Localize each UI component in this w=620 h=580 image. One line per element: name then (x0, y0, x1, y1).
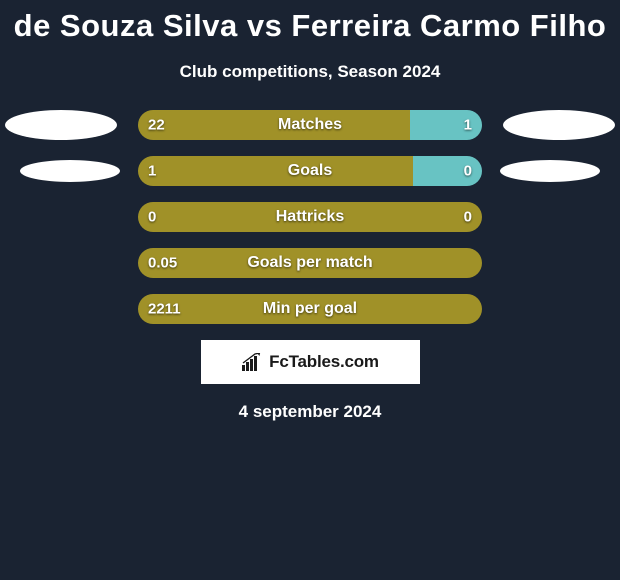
stats-area: Matches221 Goals10 Hattricks00 Goals per ma… (0, 110, 620, 324)
bar-right (410, 110, 482, 140)
comparison-card: de Souza Silva vs Ferreira Carmo Filho C… (0, 0, 620, 422)
player-marker-left (20, 160, 120, 182)
chart-icon (241, 353, 263, 371)
stat-row: Goals per match0.05 (0, 248, 620, 278)
stat-bar: Min per goal2211 (138, 294, 482, 324)
brand-label: FcTables.com (269, 352, 379, 372)
bar-left (138, 110, 410, 140)
stat-bar: Hattricks00 (138, 202, 482, 232)
player-marker-right (500, 160, 600, 182)
brand-box[interactable]: FcTables.com (201, 340, 420, 384)
bar-left (138, 248, 482, 278)
subtitle: Club competitions, Season 2024 (0, 62, 620, 82)
stat-row: Goals10 (0, 156, 620, 186)
player-marker-right (503, 110, 615, 140)
stat-bar: Matches221 (138, 110, 482, 140)
player-marker-left (5, 110, 117, 140)
stat-bar: Goals10 (138, 156, 482, 186)
stat-row: Matches221 (0, 110, 620, 140)
stat-row: Hattricks00 (0, 202, 620, 232)
bar-left (138, 156, 413, 186)
stat-bar: Goals per match0.05 (138, 248, 482, 278)
page-title: de Souza Silva vs Ferreira Carmo Filho (0, 8, 620, 44)
bar-left (138, 294, 482, 324)
bar-right (413, 156, 482, 186)
date-label: 4 september 2024 (0, 402, 620, 422)
bar-left (138, 202, 482, 232)
stat-row: Min per goal2211 (0, 294, 620, 324)
